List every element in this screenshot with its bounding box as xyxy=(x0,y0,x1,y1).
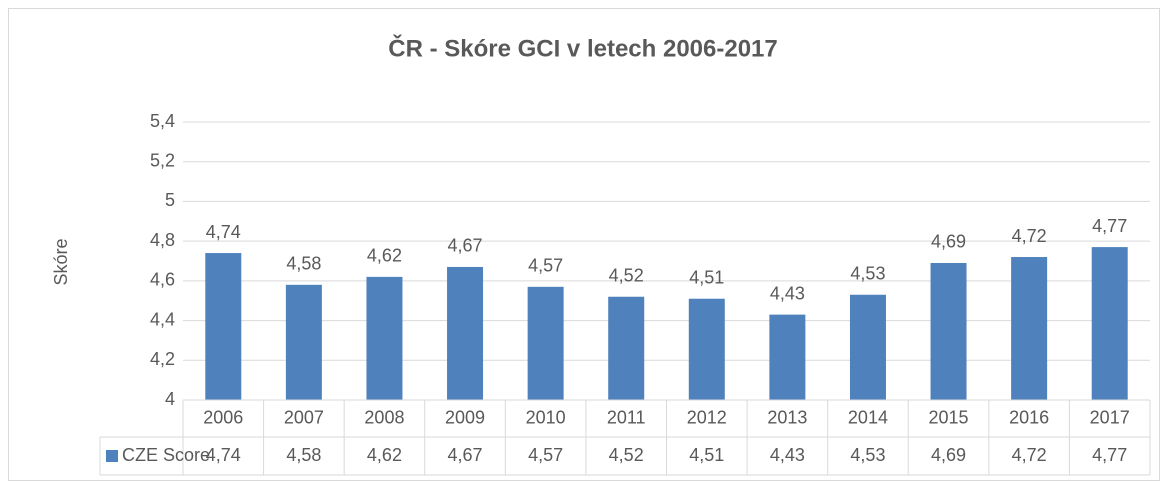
bar xyxy=(930,262,967,400)
data-label: 4,43 xyxy=(770,283,805,303)
x-tick-label: 2008 xyxy=(364,407,404,427)
y-tick-label: 5,2 xyxy=(150,150,175,170)
x-tick-label: 2015 xyxy=(929,407,969,427)
x-tick-label: 2006 xyxy=(203,407,243,427)
x-tick-label: 2016 xyxy=(1009,407,1049,427)
table-value: 4,62 xyxy=(367,445,402,465)
chart-frame xyxy=(8,8,1160,481)
data-label: 4,67 xyxy=(448,236,483,256)
y-tick-label: 5,4 xyxy=(150,111,175,131)
table-value: 4,74 xyxy=(206,445,241,465)
bar xyxy=(608,296,645,400)
y-tick-label: 4,6 xyxy=(150,270,175,290)
table-value: 4,53 xyxy=(850,445,885,465)
bar xyxy=(1011,257,1048,400)
x-tick-label: 2017 xyxy=(1090,407,1130,427)
y-tick-label: 5 xyxy=(165,190,175,210)
table-value: 4,72 xyxy=(1012,445,1047,465)
table-value: 4,52 xyxy=(609,445,644,465)
bar xyxy=(205,253,242,400)
y-axis-label: Skóre xyxy=(51,238,71,285)
x-tick-label: 2013 xyxy=(767,407,807,427)
table-value: 4,69 xyxy=(931,445,966,465)
y-tick-label: 4,4 xyxy=(150,309,175,329)
table-value: 4,51 xyxy=(689,445,724,465)
bar xyxy=(849,294,886,400)
table-value: 4,57 xyxy=(528,445,563,465)
x-tick-label: 2010 xyxy=(526,407,566,427)
chart-title: ČR - Skóre GCI v letech 2006-2017 xyxy=(388,34,778,62)
data-label: 4,52 xyxy=(609,265,644,285)
bar xyxy=(769,314,806,400)
x-tick-label: 2012 xyxy=(687,407,727,427)
x-tick-label: 2007 xyxy=(284,407,324,427)
table-value: 4,77 xyxy=(1092,445,1127,465)
data-label: 4,51 xyxy=(689,267,724,287)
bar xyxy=(447,266,484,400)
data-label: 4,69 xyxy=(931,232,966,252)
legend-label: CZE Score xyxy=(122,445,210,465)
x-tick-label: 2009 xyxy=(445,407,485,427)
legend-swatch xyxy=(106,450,118,462)
data-label: 4,53 xyxy=(850,264,885,284)
x-tick-label: 2014 xyxy=(848,407,888,427)
bar xyxy=(527,286,564,400)
bar xyxy=(1091,247,1128,400)
table-value: 4,58 xyxy=(286,445,321,465)
data-label: 4,57 xyxy=(528,256,563,276)
table-value: 4,43 xyxy=(770,445,805,465)
data-label: 4,77 xyxy=(1092,216,1127,236)
y-tick-label: 4,8 xyxy=(150,230,175,250)
x-tick-label: 2011 xyxy=(607,407,646,427)
data-label: 4,74 xyxy=(206,222,241,242)
data-label: 4,72 xyxy=(1012,226,1047,246)
y-tick-label: 4 xyxy=(165,389,175,409)
data-label: 4,58 xyxy=(286,254,321,274)
bar xyxy=(688,298,725,400)
bar xyxy=(366,276,403,400)
bar xyxy=(285,284,322,400)
y-tick-label: 4,2 xyxy=(150,349,175,369)
table-value: 4,67 xyxy=(448,445,483,465)
data-label: 4,62 xyxy=(367,246,402,266)
